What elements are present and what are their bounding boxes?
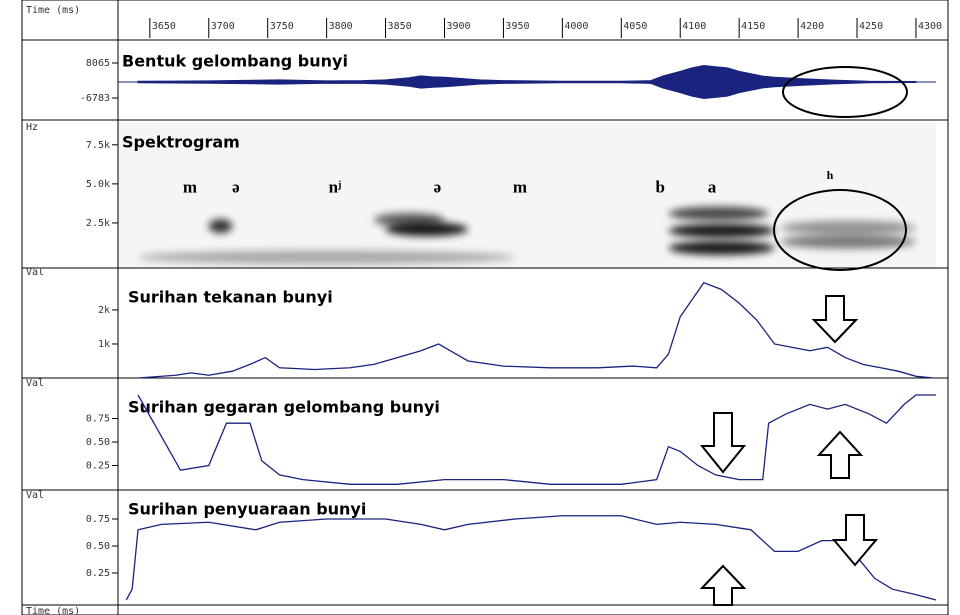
spectral-band <box>385 222 469 237</box>
time-axis-label: Time (ms) <box>26 5 80 16</box>
annotations <box>699 66 908 606</box>
y-tick-label: -6783 <box>80 93 110 104</box>
trace <box>137 281 934 379</box>
x-tick-label: 4100 <box>682 21 706 32</box>
y-tick-label: 0.25 <box>86 568 110 579</box>
phoneme-label: b <box>655 177 664 196</box>
window-frame <box>21 0 949 615</box>
unit-label: Hz <box>26 122 38 133</box>
spectral-band <box>668 206 769 221</box>
x-tick-label: 4050 <box>623 21 647 32</box>
x-tick-label: 3700 <box>211 21 235 32</box>
phoneme-label: m <box>513 177 527 196</box>
trace <box>137 394 936 485</box>
y-tick-label: 8065 <box>86 58 110 69</box>
spectral-band <box>138 250 516 265</box>
panel-title: Bentuk gelombang bunyi <box>122 52 348 71</box>
x-tick-label: 3650 <box>152 21 176 32</box>
x-tick-label: 3750 <box>270 21 294 32</box>
y-tick-label: 0.25 <box>86 461 110 472</box>
y-tick-label: 7.5k <box>86 140 110 151</box>
spectral-band <box>668 223 775 238</box>
panel-dividers <box>22 0 948 615</box>
spectral-band <box>208 219 233 234</box>
x-tick-label: 4000 <box>564 21 588 32</box>
spectral-band <box>780 234 916 249</box>
x-tick-label: 3800 <box>329 21 353 32</box>
panel-title: Surihan penyuaraan bunyi <box>128 500 366 519</box>
unit-label: Val <box>26 378 44 389</box>
phoneme-label: ə <box>232 177 240 196</box>
y-tick-label: 0.50 <box>86 541 110 552</box>
x-tick-label: 3900 <box>446 21 470 32</box>
panel-title: Spektrogram <box>122 133 240 152</box>
y-tick-label: 0.75 <box>86 514 110 525</box>
panel-title: Surihan gegaran gelombang bunyi <box>128 398 440 417</box>
phoneme-label: nʲ <box>329 177 342 196</box>
phoneme-label: m <box>183 177 197 196</box>
waveform-envelope <box>137 81 917 100</box>
y-tick-label: 2k <box>98 305 110 316</box>
y-tick-label: 0.50 <box>86 437 110 448</box>
phoneme-label: a <box>708 177 717 196</box>
y-tick-label: 1k <box>98 339 110 350</box>
waveform-envelope <box>137 65 917 83</box>
unit-label: Val <box>26 267 44 278</box>
spectral-band <box>668 240 775 255</box>
x-tick-label: 4300 <box>918 21 942 32</box>
y-tick-label: 0.75 <box>86 414 110 425</box>
spectral-band <box>780 220 916 235</box>
phoneme-label: h <box>827 168 834 182</box>
x-tick-label: 4150 <box>741 21 765 32</box>
phoneme-label: ə <box>434 177 442 196</box>
y-tick-label: 5.0k <box>86 179 110 190</box>
time-axis-label-bottom: Time (ms) <box>26 606 80 615</box>
x-tick-label: 3850 <box>388 21 412 32</box>
x-tick-label: 3950 <box>505 21 529 32</box>
panel-title: Surihan tekanan bunyi <box>128 288 333 307</box>
x-tick-label: 4200 <box>800 21 824 32</box>
y-tick-label: 2.5k <box>86 218 110 229</box>
unit-label: Val <box>26 490 44 501</box>
x-tick-label: 4250 <box>859 21 883 32</box>
